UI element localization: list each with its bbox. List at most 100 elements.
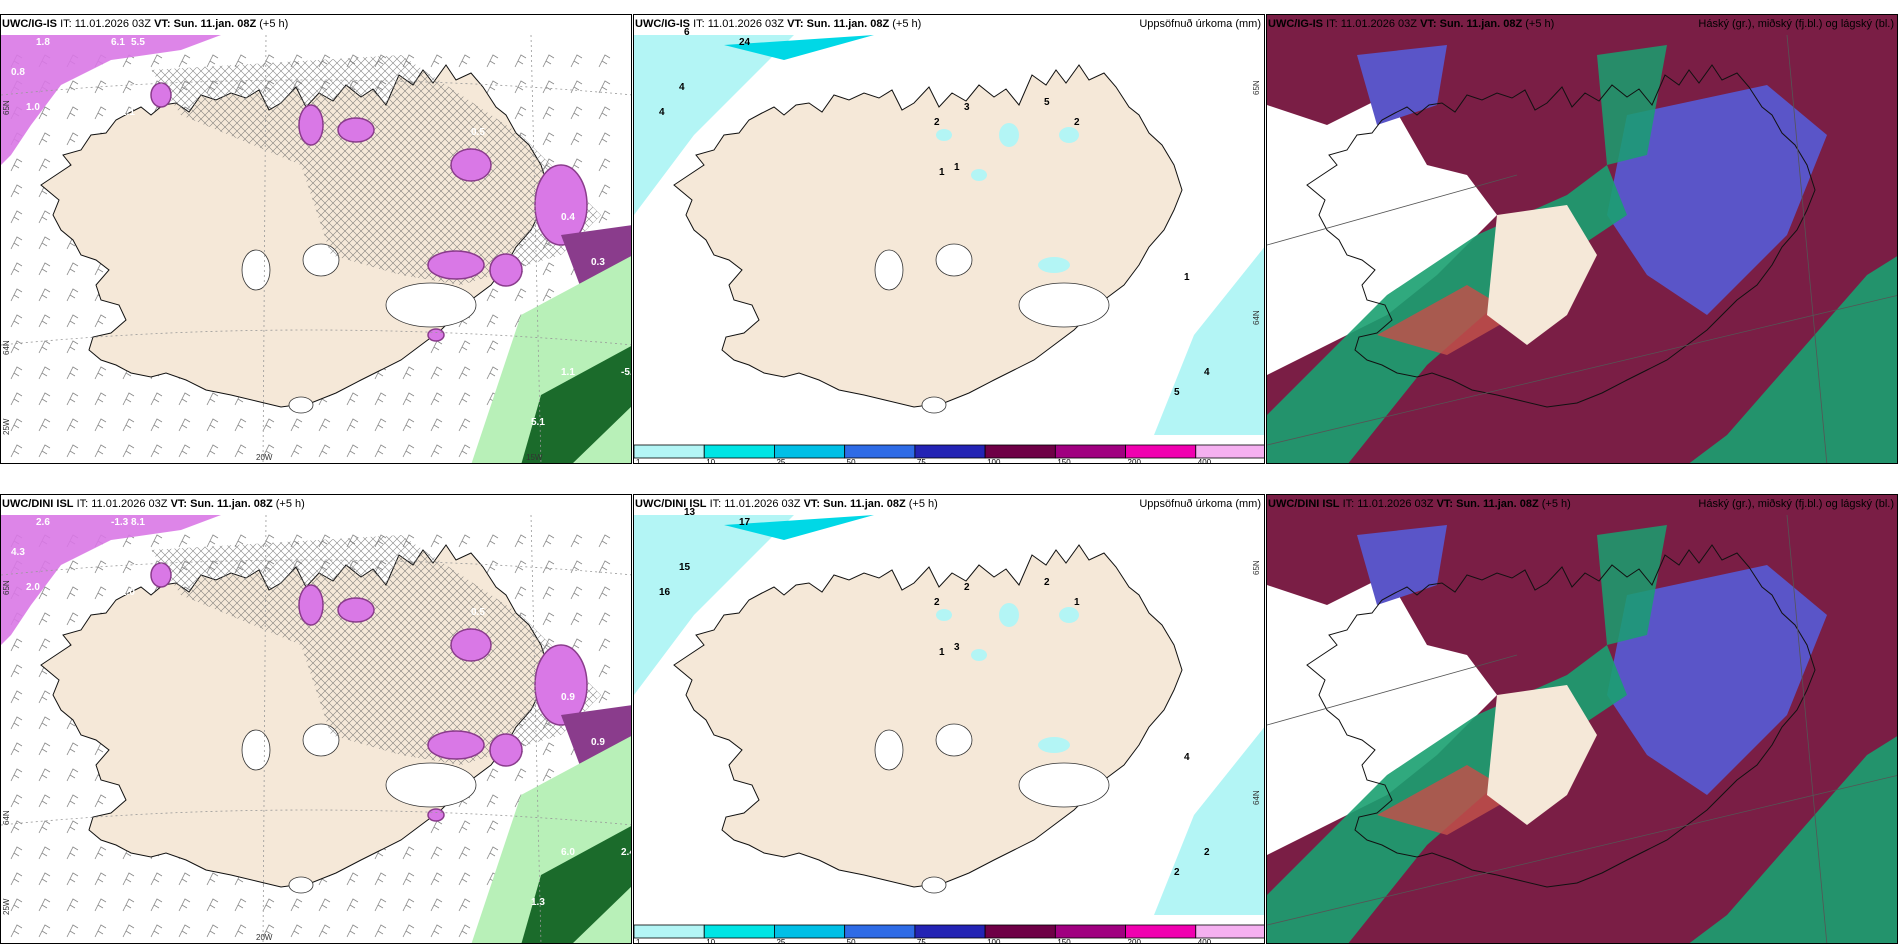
glacier-area [935,243,973,277]
value-label: 4 [1184,752,1190,763]
valid-time: Sun. 11.jan. 08Z [1456,498,1539,510]
temp-blob [298,584,324,626]
axis-label: 65N [2,100,11,115]
axis-label: 15W [526,453,543,462]
value-label: 2 [1074,117,1080,128]
colorbar-swatch [703,444,775,459]
colorbar-label: 100 [987,938,1001,944]
colorbar-swatch [1195,924,1264,939]
panel-header: UWC/IG-IS IT: 11.01.2026 03Z VT: Sun. 11… [1266,16,1898,32]
value-label: 2 [934,117,940,128]
glacier-area [288,396,314,414]
value-label: 8.1 [131,517,145,528]
colorbar-label: 50 [847,458,856,464]
temp-blob [337,597,375,623]
precip-spot [999,603,1019,627]
value-label: 0.3 [591,257,605,268]
axis-label: 64N [1252,310,1261,325]
value-label: 0.9 [561,692,575,703]
value-label: 0.4 [561,212,575,223]
value-label: 2 [1204,847,1210,858]
panel-header: UWC/IG-IS IT: 11.01.2026 03Z VT: Sun. 11… [633,16,1265,32]
value-label: 2 [1044,577,1050,588]
it-label: IT: [76,498,89,510]
glacier-area [288,876,314,894]
colorbar-swatch [634,444,705,459]
axis-label: 25W [2,418,11,435]
graticule [1267,514,1897,943]
colorbar-label: 75 [917,938,926,944]
axis-label: 20W [256,453,273,462]
temp-blob [337,117,375,143]
panel-header: UWC/DINI ISL IT: 11.01.2026 03Z VT: Sun.… [0,496,632,512]
model-name: UWC/DINI ISL [2,498,74,510]
value-label: 16 [659,587,671,598]
colorbar-swatch [844,924,916,939]
iceland-landmass [673,544,1183,888]
graticule [1,34,631,463]
value-label: 0.5 [471,607,485,618]
colorbar-swatch [1054,444,1126,459]
cloud-mid-area [1607,85,1827,315]
temp-blob [427,250,485,280]
value-label: 2 [1174,867,1180,878]
valid-time: Sun. 11.jan. 08Z [173,18,257,30]
value-label: 1.1 [561,367,575,378]
colorbar-swatch [984,924,1056,939]
value-label: 1 [939,167,945,178]
panel-cloud-dini [1266,494,1898,944]
model-name: UWC/IG-IS [1268,18,1323,30]
init-time: 11.01.2026 03Z [707,18,784,30]
colorbar-label: 1 [636,938,641,944]
glacier-area [921,396,947,414]
lead-time: (+5 h) [259,18,289,30]
cloud-mixed-area [1377,765,1517,835]
init-time: 11.01.2026 03Z [1357,498,1434,510]
value-label: 1.8 [36,37,50,48]
cloud-mixed-area [1377,285,1517,355]
precip-spot [1059,127,1079,143]
map-canvas: 1.8 0.8 6.1 5.5 1.0 1.1 0.5 0.4 0.3 1.1 -5.1 5.1 20W… [1,34,631,463]
panel-header: UWC/DINI ISL IT: 11.01.2026 03Z VT: Sun.… [633,496,1265,512]
it-label: IT: [1326,18,1338,30]
panel-precip-dini: 17 13 15 16 2 2 1 3 2 1 4 2 2 65N 64N 1 10 25 50 75 100 150 20… [633,494,1265,944]
temp-blob [427,808,445,822]
init-time: 11.01.2026 03Z [91,498,168,510]
glacier-area [874,729,904,771]
value-label: 2.6 [36,517,50,528]
it-label: IT: [709,498,722,510]
temp-blob [450,148,492,182]
value-label: -1.3 [111,517,129,528]
axis-label: 65N [1252,80,1261,95]
valid-time: Sun. 11.jan. 08Z [806,18,890,30]
value-label: 17 [739,517,751,528]
cloud-mid-area [1607,565,1827,795]
panel-title: Uppsöfnuð úrkoma (mm) [1139,498,1261,510]
temp-negative-area [1,515,221,645]
value-label: 2 [934,597,940,608]
axis-label: 64N [2,340,11,355]
precip-spot [1038,257,1070,273]
colorbar-swatch [914,444,986,459]
axis-label: 25W [2,898,11,915]
colorbar-label: 400 [1198,458,1212,464]
colorbar-label: 75 [917,458,926,464]
precip-area [1154,247,1264,435]
init-time: 11.01.2026 03Z [724,498,801,510]
temp-blob [298,104,324,146]
value-label: 1 [1184,272,1190,283]
iceland-outline [1306,64,1816,408]
colorbar-swatch [1054,924,1126,939]
cloud-high-area [1597,45,1667,165]
lead-time: (+5 h) [892,18,922,30]
lead-time: (+5 h) [1525,18,1555,30]
init-time: 11.01.2026 03Z [74,18,151,30]
hatch-area [151,535,601,765]
panel-title: Háský (gr.), miðský (fj.bl.) og lágský (… [1698,18,1894,30]
panel-title: Uppsöfnuð úrkoma (mm) [1139,18,1261,30]
lead-time: (+5 h) [1541,498,1571,510]
colorbar-swatch [634,924,705,939]
precip-area [724,515,874,540]
value-label: 6.0 [561,847,575,858]
glacier-area [1018,762,1110,808]
